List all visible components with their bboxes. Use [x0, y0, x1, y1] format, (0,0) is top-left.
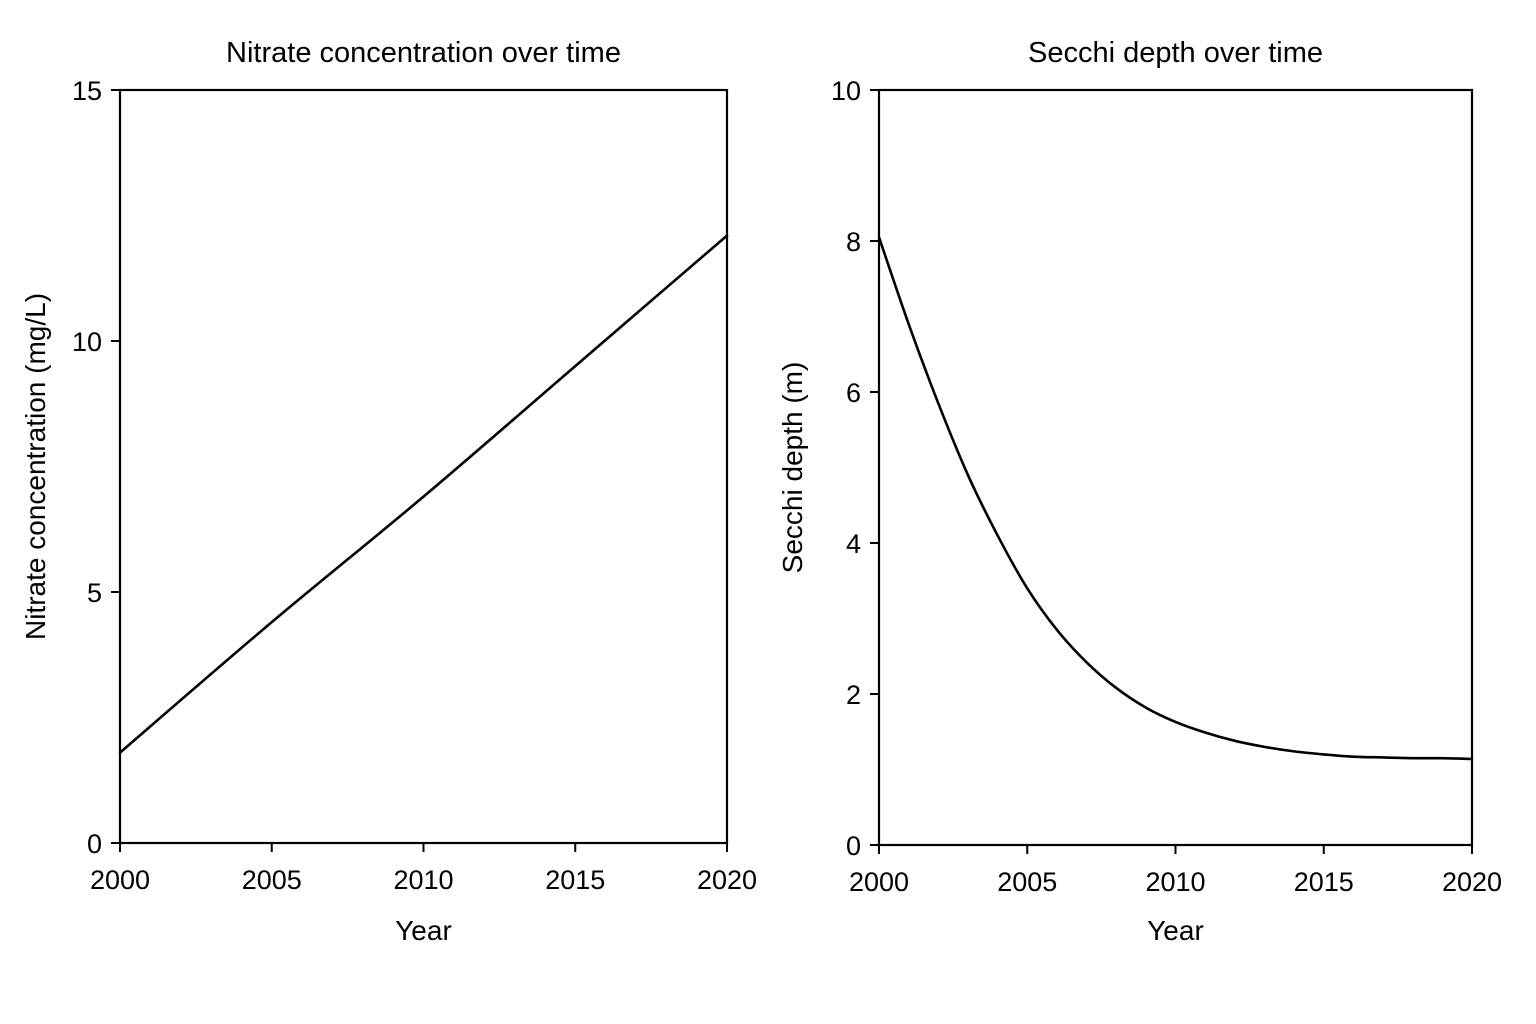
nitrate-x-tick-label: 2015	[545, 865, 605, 895]
nitrate-plot-frame	[118, 88, 729, 845]
nitrate-series-line	[118, 234, 729, 754]
secchi-y-tick-label: 10	[831, 76, 861, 106]
secchi-series-line	[877, 235, 1474, 761]
nitrate-x-tick-label: 2000	[90, 865, 150, 895]
nitrate-x-tick-label: 2005	[242, 865, 302, 895]
nitrate-chart: Nitrate concentration over time 2000 2005 2…	[20, 37, 757, 946]
secchi-y-tick-label: 4	[846, 529, 861, 559]
secchi-chart-title: Secchi depth over time	[1028, 37, 1323, 69]
secchi-x-tick-label: 2010	[1145, 867, 1205, 897]
secchi-x-tick-label: 2000	[849, 867, 909, 897]
secchi-y-tick-label: 8	[846, 227, 861, 257]
nitrate-y-tick-label: 10	[72, 327, 102, 357]
secchi-y-tick-label: 0	[846, 831, 861, 861]
secchi-x-tick-label: 2015	[1294, 867, 1354, 897]
nitrate-x-axis-label: Year	[395, 915, 452, 946]
nitrate-y-tick-label: 15	[72, 76, 102, 106]
secchi-y-axis-label: Secchi depth (m)	[777, 362, 808, 574]
secchi-plot-frame	[877, 88, 1474, 847]
nitrate-y-axis-label: Nitrate concentration (mg/L)	[20, 293, 51, 640]
secchi-y-tick-label: 6	[846, 378, 861, 408]
secchi-y-tick-label: 2	[846, 680, 861, 710]
nitrate-chart-title: Nitrate concentration over time	[226, 37, 621, 69]
nitrate-y-tick-label: 5	[87, 578, 102, 608]
secchi-x-axis-label: Year	[1147, 915, 1204, 946]
nitrate-x-tick-label: 2020	[697, 865, 757, 895]
secchi-x-tick-label: 2020	[1442, 867, 1502, 897]
nitrate-y-tick-label: 0	[87, 829, 102, 859]
nitrate-x-tick-label: 2010	[393, 865, 453, 895]
secchi-x-tick-label: 2005	[997, 867, 1057, 897]
